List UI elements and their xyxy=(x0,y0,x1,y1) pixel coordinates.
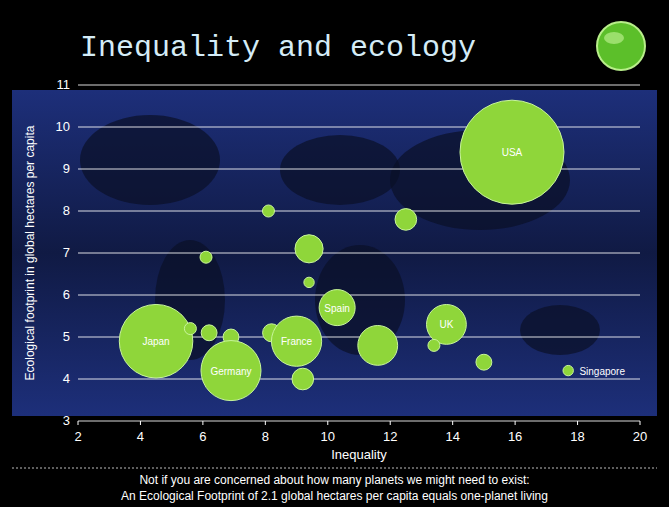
x-tick xyxy=(577,421,578,425)
footer-separator xyxy=(12,468,657,469)
x-tick xyxy=(390,421,391,425)
bubble-label: USA xyxy=(502,147,523,158)
bubble-label: UK xyxy=(439,319,453,330)
chart: Inequality and ecology 3 4 5 6 7 8 9 10 11 2 4 6 8 10 1… xyxy=(0,0,669,507)
y-tick-label: 3 xyxy=(63,413,70,428)
bubble xyxy=(271,316,321,366)
bubble xyxy=(200,251,212,263)
x-tick xyxy=(78,421,79,425)
map-land xyxy=(280,135,400,205)
bubble xyxy=(395,209,417,231)
bubbles xyxy=(119,100,573,400)
bubble xyxy=(295,235,323,263)
grid-line xyxy=(78,211,640,212)
x-tick-label: 14 xyxy=(445,429,459,444)
bubble xyxy=(563,365,573,375)
x-tick-label: 16 xyxy=(508,429,522,444)
x-tick-label: 18 xyxy=(570,429,584,444)
bubble xyxy=(304,277,314,287)
footnote: Not if you are concerned about how many … xyxy=(139,473,529,487)
map-backdrop xyxy=(12,90,657,416)
grid-line xyxy=(78,85,640,86)
y-tick-label: 7 xyxy=(63,245,70,260)
x-tick-label: 20 xyxy=(633,429,647,444)
bubble xyxy=(184,323,196,335)
bubble xyxy=(262,205,274,217)
x-tick xyxy=(327,421,328,425)
x-tick-label: 4 xyxy=(137,429,144,444)
grid-line xyxy=(78,421,640,422)
globe-highlight xyxy=(604,32,624,44)
x-tick-label: 8 xyxy=(262,429,269,444)
bubble-label: Singapore xyxy=(579,366,625,377)
globe-icon xyxy=(597,22,645,70)
y-axis-title: Ecological footprint in global hectares … xyxy=(23,125,37,380)
grid-line xyxy=(78,379,640,380)
x-tick xyxy=(640,421,641,425)
y-tick-label: 5 xyxy=(63,329,70,344)
x-tick xyxy=(140,421,141,425)
y-tick-label: 11 xyxy=(57,77,71,92)
bubble xyxy=(319,290,355,326)
x-tick-label: 10 xyxy=(321,429,335,444)
x-axis-title: Inequality xyxy=(331,447,387,462)
bubble xyxy=(358,325,398,365)
bubble xyxy=(201,325,217,341)
map-land xyxy=(80,115,220,205)
grid-line xyxy=(78,295,640,296)
y-tick-label: 10 xyxy=(56,119,70,134)
x-tick xyxy=(515,421,516,425)
bubble xyxy=(476,354,492,370)
x-tick-label: 12 xyxy=(383,429,397,444)
bubble xyxy=(460,100,564,204)
x-tick xyxy=(452,421,453,425)
bubble xyxy=(427,304,467,344)
bubble xyxy=(292,368,314,390)
x-tick xyxy=(202,421,203,425)
bubble-label: Germany xyxy=(210,366,251,377)
background xyxy=(0,0,669,507)
x-tick xyxy=(265,421,266,425)
title: Inequality and ecology xyxy=(80,31,476,65)
y-tick-label: 6 xyxy=(63,287,70,302)
bubble-label: Spain xyxy=(324,303,350,314)
y-tick-label: 4 xyxy=(63,371,70,386)
footnote: An Ecological Footprint of 2.1 global he… xyxy=(121,489,548,503)
bubble xyxy=(428,339,440,351)
map-land xyxy=(520,305,600,355)
x-tick-label: 6 xyxy=(199,429,206,444)
grid-line xyxy=(78,253,640,254)
bubble xyxy=(119,304,193,378)
bubble-label: Japan xyxy=(142,336,169,347)
bubble-label: France xyxy=(281,336,313,347)
y-tick-label: 8 xyxy=(63,203,70,218)
y-tick-label: 9 xyxy=(63,161,70,176)
bubble xyxy=(201,341,261,401)
x-tick-label: 2 xyxy=(74,429,81,444)
